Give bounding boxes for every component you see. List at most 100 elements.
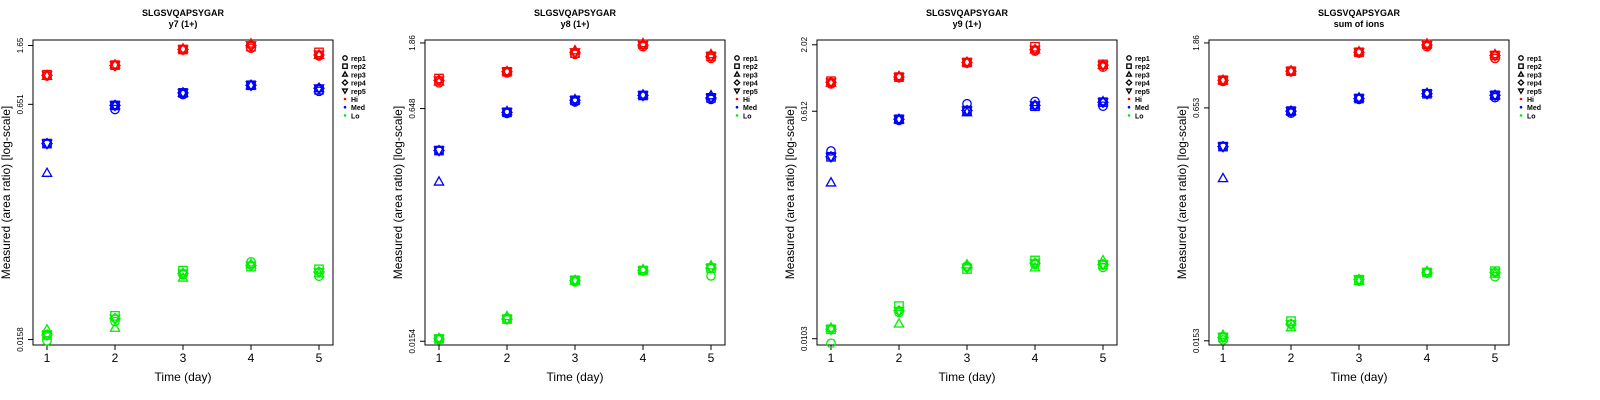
data-point-hi xyxy=(961,55,973,67)
data-point-hi xyxy=(1353,48,1365,59)
data-point-med xyxy=(569,96,581,107)
legend-marker-rep1 xyxy=(734,55,740,61)
x-tick-label: 1 xyxy=(828,351,835,365)
data-point-lo xyxy=(109,321,121,332)
legend-marker-rep5 xyxy=(1125,88,1133,95)
data-point-hi xyxy=(705,52,717,63)
legend-label: rep3 xyxy=(1527,72,1542,79)
data-point-lo xyxy=(1489,268,1501,279)
x-tick-label: 5 xyxy=(1492,351,1499,365)
legend-dot-lo xyxy=(343,114,347,117)
legend-dot-med xyxy=(1519,105,1523,109)
data-point-lo xyxy=(42,335,52,346)
data-point-hi xyxy=(1421,40,1433,52)
plot-frame xyxy=(424,39,726,346)
data-point-lo xyxy=(1421,268,1433,279)
data-point-med xyxy=(1353,94,1365,105)
data-point-med xyxy=(313,84,325,95)
data-point-hi xyxy=(245,41,257,52)
x-tick-label: 3 xyxy=(1356,351,1363,365)
data-point-med xyxy=(433,146,445,157)
data-point-med xyxy=(501,105,513,116)
data-point-med xyxy=(1421,89,1433,100)
legend-marker-rep5 xyxy=(733,88,741,95)
data-point-med xyxy=(637,91,649,102)
y-tick-label: 2.02 xyxy=(800,36,809,52)
data-point-lo xyxy=(637,266,649,277)
data-point-med xyxy=(961,106,973,117)
y-axis-label: Measured (area ratio) [log-scale] xyxy=(783,106,797,279)
y-tick-label: 0.0158 xyxy=(16,327,25,352)
data-point-med xyxy=(245,79,257,90)
data-point-med xyxy=(1421,86,1433,98)
data-point-hi xyxy=(501,65,513,76)
y-tick-label: 1.86 xyxy=(1192,35,1201,51)
legend-label: Lo xyxy=(743,113,752,120)
data-point-hi xyxy=(1217,76,1229,87)
data-point-med xyxy=(1097,95,1109,106)
data-point-hi xyxy=(433,76,445,87)
legend-label: rep1 xyxy=(1527,56,1542,63)
legend-marker-rep3 xyxy=(341,70,349,77)
data-point-med xyxy=(637,88,649,99)
data-point-hi xyxy=(1285,64,1297,75)
legend-label: Hi xyxy=(1135,97,1142,104)
legend-marker-rep5 xyxy=(341,88,349,95)
legend-label: rep1 xyxy=(351,56,366,63)
x-axis-label: Time (day) xyxy=(155,370,212,384)
data-point-lo xyxy=(894,301,904,311)
x-tick-label: 4 xyxy=(1424,351,1431,365)
x-axis-label: Time (day) xyxy=(547,370,604,384)
legend-dot-med xyxy=(343,105,347,109)
x-tick-label: 1 xyxy=(436,351,443,365)
x-tick-label: 4 xyxy=(248,351,255,365)
legend-marker-rep2 xyxy=(734,63,740,70)
data-point-lo xyxy=(1097,260,1109,271)
legend-label: rep3 xyxy=(743,72,758,79)
y-tick-label: 0.648 xyxy=(408,98,417,119)
plot-frame xyxy=(32,39,334,346)
legend-label: rep2 xyxy=(351,64,366,71)
data-point-hi xyxy=(1285,67,1297,78)
data-point-hi xyxy=(1029,43,1041,54)
legend-marker-rep4 xyxy=(1517,79,1525,87)
legend-label: Lo xyxy=(1527,113,1536,120)
legend-label: rep1 xyxy=(1135,56,1150,63)
legend-marker-rep3 xyxy=(733,70,741,77)
data-point-hi xyxy=(825,78,837,89)
legend-marker-rep2 xyxy=(342,63,348,70)
legend-dot-hi xyxy=(1519,97,1523,101)
y-axis-label: Measured (area ratio) [log-scale] xyxy=(0,106,13,279)
data-point-med xyxy=(825,176,837,187)
x-tick-label: 3 xyxy=(572,351,579,365)
chart-subtitle: y9 (1+) xyxy=(953,19,982,29)
data-point-med xyxy=(1285,107,1297,118)
data-point-med xyxy=(501,108,513,119)
legend-label: rep4 xyxy=(351,81,366,88)
chart-title: SLGSVQAPSYGAR xyxy=(926,8,1009,18)
legend-dot-lo xyxy=(735,114,739,117)
plot-frame xyxy=(816,39,1118,346)
y-tick-label: 0.0103 xyxy=(800,326,809,351)
data-point-med xyxy=(1353,91,1365,102)
data-point-med xyxy=(245,81,257,92)
legend-marker-rep2 xyxy=(1126,63,1132,70)
data-point-med xyxy=(893,115,905,126)
x-tick-label: 4 xyxy=(640,351,647,365)
legend-label: Med xyxy=(1527,105,1541,112)
data-point-med xyxy=(41,166,53,177)
data-point-hi xyxy=(177,42,189,53)
legend-label: Lo xyxy=(351,113,360,120)
x-axis-label: Time (day) xyxy=(939,370,996,384)
legend-dot-med xyxy=(1127,105,1131,109)
y-tick-label: 0.651 xyxy=(16,94,25,115)
data-point-hi xyxy=(1029,45,1041,56)
data-point-lo xyxy=(1217,333,1229,344)
data-point-hi xyxy=(637,40,649,52)
